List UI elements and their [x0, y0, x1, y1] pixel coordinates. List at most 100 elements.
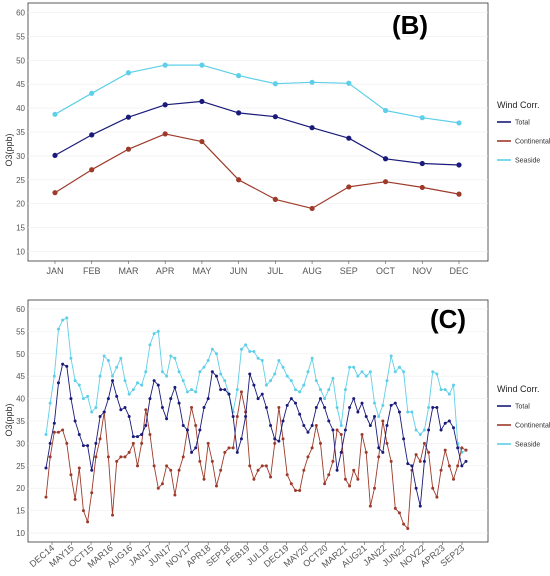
x-tick-label: OCT [376, 266, 396, 276]
data-point [86, 520, 90, 524]
data-point [198, 459, 202, 463]
data-point [302, 468, 306, 472]
data-point [140, 383, 144, 387]
data-point [335, 468, 339, 472]
data-point [86, 444, 90, 448]
data-point [285, 473, 289, 477]
series-line [45, 363, 467, 507]
data-point [52, 421, 56, 425]
data-point [368, 370, 372, 374]
data-point [356, 477, 360, 481]
data-point [364, 450, 368, 454]
legend-item: Continental [497, 423, 550, 430]
data-point [52, 152, 58, 159]
y-tick-label: 60 [16, 305, 25, 314]
data-point [348, 484, 352, 488]
data-point [235, 415, 239, 419]
data-point [373, 415, 377, 419]
data-point [289, 397, 293, 401]
data-point [346, 80, 352, 86]
data-point [431, 486, 435, 490]
data-point [318, 388, 322, 392]
data-point [406, 527, 410, 531]
data-point [406, 410, 410, 414]
data-point [206, 441, 210, 445]
data-point [181, 423, 185, 427]
data-point [140, 441, 144, 445]
x-tick-labels: JAN FEB MAR APR MAY JUN JUL AUG SEP OCT NOV DEC [46, 261, 469, 276]
data-point [202, 477, 206, 481]
data-point [364, 374, 368, 378]
data-point [48, 455, 52, 459]
data-point [231, 446, 235, 450]
data-point [160, 370, 164, 374]
data-point [148, 432, 152, 436]
chart-panel-c: 10 15 20 25 30 35 40 45 50 55 60 DEC14MAY15OCT15MA… [4, 299, 550, 570]
y-tick-label: 50 [16, 56, 25, 65]
data-point [106, 359, 110, 362]
data-point [309, 125, 315, 131]
data-point [61, 318, 65, 322]
y-tick-label: 35 [16, 128, 25, 137]
data-point [152, 379, 156, 383]
y-tick-label: 20 [16, 484, 25, 493]
data-point [389, 403, 393, 407]
data-point [81, 397, 85, 401]
data-point [435, 406, 439, 410]
data-point [223, 379, 227, 383]
data-point [52, 430, 56, 434]
data-point [318, 441, 322, 445]
data-point [135, 464, 139, 468]
legend-item: Continental [497, 139, 550, 146]
x-tick-label: FEB [83, 266, 101, 276]
data-point [452, 477, 456, 481]
data-point [223, 450, 227, 454]
data-point [199, 62, 205, 68]
data-point [214, 374, 218, 378]
series-group [44, 316, 468, 531]
data-point [389, 354, 393, 358]
data-point [381, 450, 385, 454]
data-point [464, 459, 468, 463]
data-point [125, 146, 132, 152]
data-point [156, 329, 160, 333]
y-tick-label: 15 [16, 224, 25, 233]
y-tick-label: 55 [16, 32, 25, 41]
data-point [144, 408, 148, 412]
data-point [206, 359, 210, 362]
data-point [456, 464, 460, 468]
data-point [281, 365, 285, 369]
data-point [144, 423, 148, 427]
legend-item: Total [497, 404, 530, 411]
series-line [45, 391, 467, 530]
data-point [239, 437, 243, 441]
data-point [310, 446, 314, 450]
data-point [223, 388, 227, 392]
data-point [264, 464, 268, 468]
data-point [410, 464, 414, 468]
legend-label: Total [515, 404, 530, 411]
data-point [115, 394, 119, 398]
data-point [419, 160, 425, 167]
data-point [343, 388, 347, 392]
data-point [165, 464, 169, 468]
data-point [181, 379, 185, 383]
data-point [252, 383, 256, 387]
data-point [381, 403, 385, 407]
data-point [231, 415, 235, 419]
y-tick-label: 15 [16, 507, 25, 516]
y-axis-label: O3(ppb) [4, 403, 14, 436]
data-point [131, 441, 135, 445]
data-point [422, 459, 426, 463]
data-point [69, 356, 73, 360]
data-point [177, 370, 181, 374]
data-point [190, 406, 194, 410]
data-point [69, 397, 73, 401]
data-point [44, 432, 48, 436]
y-tick-label: 25 [16, 462, 25, 471]
y-gridlines [28, 308, 488, 534]
data-point [227, 392, 231, 396]
data-point [52, 111, 58, 117]
data-point [185, 390, 189, 394]
data-point [48, 401, 52, 405]
